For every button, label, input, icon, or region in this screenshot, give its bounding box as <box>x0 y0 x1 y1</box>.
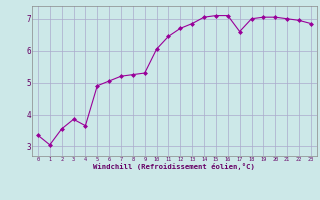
X-axis label: Windchill (Refroidissement éolien,°C): Windchill (Refroidissement éolien,°C) <box>93 163 255 170</box>
